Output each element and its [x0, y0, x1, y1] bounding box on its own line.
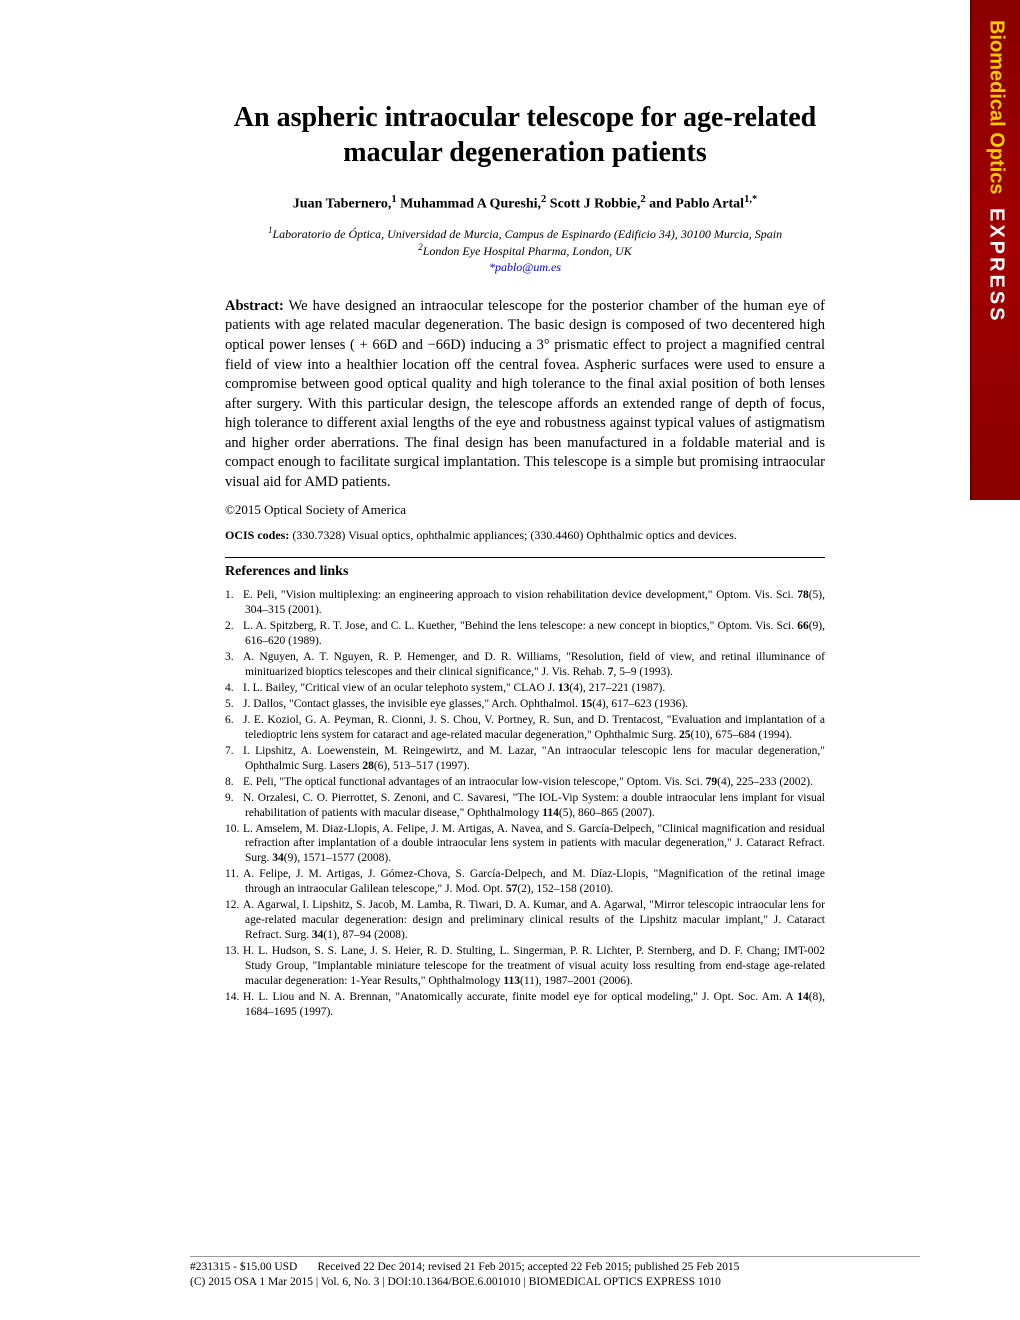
page-footer: #231315 - $15.00 USD Received 22 Dec 201… — [190, 1256, 920, 1290]
reference-item: I. L. Bailey, "Critical view of an ocula… — [225, 681, 825, 696]
reference-item: L. Amselem, M. Diaz-Llopis, A. Felipe, J… — [225, 822, 825, 867]
ocis-label: OCIS codes: — [225, 528, 289, 542]
affiliation-2: 2London Eye Hospital Pharma, London, UK — [190, 242, 860, 260]
brand-line2: EXPRESS — [986, 208, 1008, 323]
abstract-label: Abstract: — [225, 298, 284, 314]
reference-item: E. Peli, "Vision multiplexing: an engine… — [225, 588, 825, 618]
footer-line2: (C) 2015 OSA 1 Mar 2015 | Vol. 6, No. 3 … — [190, 1275, 920, 1290]
abstract: Abstract: We have designed an intraocula… — [225, 297, 825, 493]
journal-sidebar: Biomedical Optics EXPRESS — [970, 0, 1020, 500]
reference-item: A. Agarwal, I. Lipshitz, S. Jacob, M. La… — [225, 898, 825, 943]
copyright: ©2015 Optical Society of America — [225, 502, 825, 518]
authors: Juan Tabernero,1 Muhammad A Qureshi,2 Sc… — [190, 194, 860, 213]
references-list: E. Peli, "Vision multiplexing: an engine… — [225, 588, 825, 1019]
footer-line1: #231315 - $15.00 USD Received 22 Dec 201… — [190, 1260, 920, 1275]
reference-item: E. Peli, "The optical functional advanta… — [225, 775, 825, 790]
section-divider — [225, 557, 825, 558]
article-id-price: #231315 - $15.00 USD — [190, 1261, 297, 1273]
article-title: An aspheric intraocular telescope for ag… — [190, 100, 860, 170]
page-content: An aspheric intraocular telescope for ag… — [0, 0, 960, 1041]
reference-item: I. Lipshitz, A. Loewenstein, M. Reingewi… — [225, 744, 825, 774]
reference-item: A. Nguyen, A. T. Nguyen, R. P. Hemenger,… — [225, 650, 825, 680]
reference-item: H. L. Hudson, S. S. Lane, J. S. Heier, R… — [225, 944, 825, 989]
corresponding-email: *pablo@um.es — [190, 260, 860, 275]
brand-line1: Biomedical Optics — [986, 20, 1008, 195]
abstract-text: We have designed an intraocular telescop… — [225, 298, 825, 490]
references-heading: References and links — [225, 564, 825, 580]
reference-item: N. Orzalesi, C. O. Pierrottet, S. Zenoni… — [225, 791, 825, 821]
affiliation-1: 1Laboratorio de Óptica, Universidad de M… — [190, 225, 860, 243]
reference-item: L. A. Spitzberg, R. T. Jose, and C. L. K… — [225, 619, 825, 649]
reference-item: J. Dallos, "Contact glasses, the invisib… — [225, 697, 825, 712]
journal-brand: Biomedical Optics EXPRESS — [985, 20, 1008, 324]
reference-item: A. Felipe, J. M. Artigas, J. Gómez-Chova… — [225, 867, 825, 897]
ocis-text: (330.7328) Visual optics, ophthalmic app… — [292, 528, 737, 542]
publication-dates: Received 22 Dec 2014; revised 21 Feb 201… — [317, 1261, 739, 1273]
reference-item: H. L. Liou and N. A. Brennan, "Anatomica… — [225, 990, 825, 1020]
reference-item: J. E. Koziol, G. A. Peyman, R. Cionni, J… — [225, 713, 825, 743]
ocis-codes: OCIS codes: (330.7328) Visual optics, op… — [225, 528, 825, 543]
